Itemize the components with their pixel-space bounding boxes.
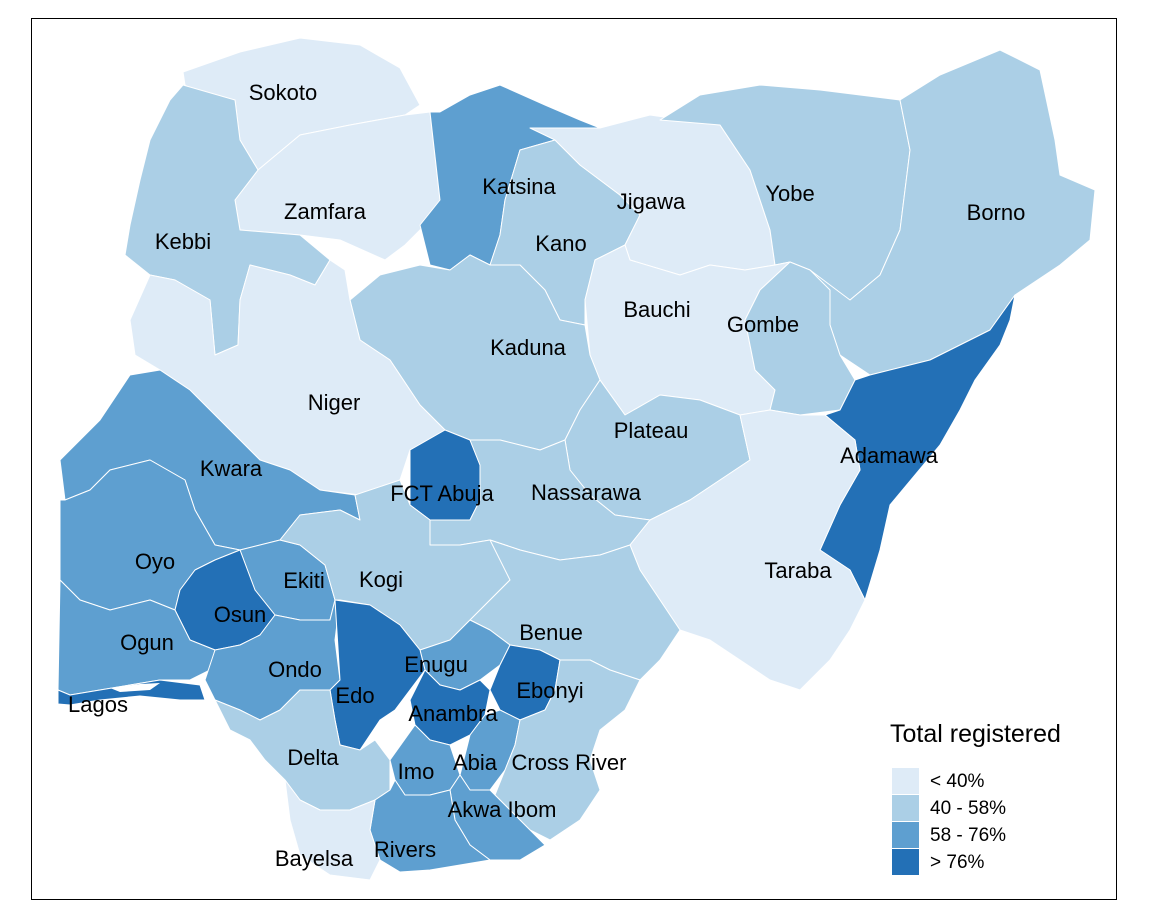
state-label-kano: Kano	[535, 231, 586, 256]
state-label-abia: Abia	[453, 750, 498, 775]
state-label-ebonyi: Ebonyi	[516, 678, 583, 703]
state-label-kebbi: Kebbi	[155, 229, 211, 254]
legend-swatch	[892, 768, 919, 794]
state-shapes	[57, 37, 1096, 881]
state-label-sokoto: Sokoto	[249, 80, 318, 105]
legend-label: 40 - 58%	[930, 798, 1006, 819]
state-label-edo: Edo	[335, 683, 374, 708]
state-label-gombe: Gombe	[727, 312, 799, 337]
state-label-ogun: Ogun	[120, 630, 174, 655]
state-label-cross-river: Cross River	[512, 750, 627, 775]
state-label-plateau: Plateau	[614, 418, 689, 443]
state-label-ondo: Ondo	[268, 657, 322, 682]
state-label-imo: Imo	[398, 759, 435, 784]
legend-title: Total registered	[890, 720, 1061, 748]
state-lagos	[57, 679, 206, 706]
state-label-kogi: Kogi	[359, 567, 403, 592]
state-label-niger: Niger	[308, 390, 361, 415]
state-labels: Sokoto Zamfara Kebbi Katsina Kano Jigawa Yobe B…	[68, 80, 1025, 871]
state-label-rivers: Rivers	[374, 837, 436, 862]
state-label-borno: Borno	[967, 200, 1026, 225]
state-rivers	[369, 779, 491, 873]
state-label-fct-abuja: FCT Abuja	[390, 481, 494, 506]
state-label-osun: Osun	[214, 602, 267, 627]
state-label-yobe: Yobe	[765, 181, 814, 206]
legend-label: 58 - 76%	[930, 825, 1006, 846]
state-label-adamawa: Adamawa	[840, 443, 939, 468]
state-label-nassarawa: Nassarawa	[531, 480, 642, 505]
state-label-delta: Delta	[287, 745, 339, 770]
state-label-enugu: Enugu	[404, 652, 468, 677]
state-fct-abuja	[409, 429, 481, 521]
legend-label: > 76%	[930, 852, 985, 873]
state-gombe	[744, 261, 856, 416]
legend: Total registered < 40% 40 - 58% 58 - 76% > …	[890, 720, 1061, 875]
state-label-kaduna: Kaduna	[490, 335, 567, 360]
state-label-jigawa: Jigawa	[617, 189, 686, 214]
state-label-bayelsa: Bayelsa	[275, 846, 354, 871]
legend-items: < 40% 40 - 58% 58 - 76% > 76%	[892, 768, 1006, 875]
legend-swatch	[892, 795, 919, 821]
lagos-lagoon	[110, 683, 160, 692]
state-label-kwara: Kwara	[200, 456, 263, 481]
state-label-anambra: Anambra	[408, 701, 498, 726]
legend-swatch	[892, 849, 919, 875]
legend-label: < 40%	[930, 771, 985, 792]
state-label-akwa-ibom: Akwa Ibom	[448, 797, 557, 822]
state-label-zamfara: Zamfara	[284, 199, 367, 224]
state-label-katsina: Katsina	[482, 174, 556, 199]
state-label-ekiti: Ekiti	[283, 568, 325, 593]
state-label-taraba: Taraba	[764, 558, 832, 583]
state-label-oyo: Oyo	[135, 549, 175, 574]
state-bayelsa	[284, 779, 381, 881]
legend-swatch	[892, 822, 919, 848]
state-label-benue: Benue	[519, 620, 583, 645]
state-label-bauchi: Bauchi	[623, 297, 690, 322]
state-label-lagos: Lagos	[68, 692, 128, 717]
